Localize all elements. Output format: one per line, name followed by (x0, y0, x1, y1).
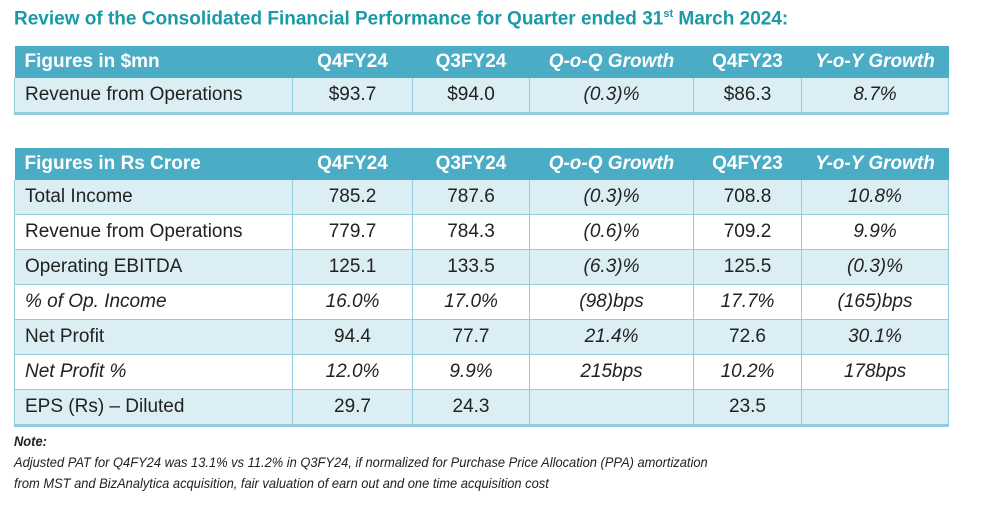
table-row: EPS (Rs) – Diluted 29.7 24.3 23.5 (14, 389, 949, 427)
cell: 125.1 (292, 249, 413, 285)
cell: $94.0 (412, 78, 530, 115)
row-label: % of Op. Income (14, 284, 293, 320)
cell: 215bps (529, 354, 694, 390)
note-line: from MST and BizAnalytica acquisition, f… (14, 475, 549, 491)
footnote: Note: Adjusted PAT for Q4FY24 was 13.1% … (14, 431, 708, 494)
header-cell: Q4FY24 (292, 46, 413, 78)
table-row: Net Profit 94.4 77.7 21.4% 72.6 30.1% (14, 319, 949, 355)
table-row: % of Op. Income 16.0% 17.0% (98)bps 17.7% (16… (14, 284, 949, 320)
header-cell: Q-o-Q Growth (529, 46, 694, 78)
cell: 178bps (801, 354, 949, 390)
table-row: Operating EBITDA 125.1 133.5 (6.3)% 125.5 (0.… (14, 249, 949, 285)
cell: 9.9% (801, 214, 949, 250)
cell: 133.5 (412, 249, 530, 285)
row-label: Revenue from Operations (14, 214, 293, 250)
table-row: Revenue from Operations 779.7 784.3 (0.6)% 7… (14, 214, 949, 250)
header-cell: Y-o-Y Growth (801, 46, 949, 78)
table-header: Figures in Rs Crore Q4FY24 Q3FY24 Q-o-Q … (14, 148, 949, 180)
row-label: EPS (Rs) – Diluted (14, 389, 293, 427)
table-row: Net Profit % 12.0% 9.9% 215bps 10.2% 178bps (14, 354, 949, 390)
cell: 17.7% (693, 284, 802, 320)
cell: 784.3 (412, 214, 530, 250)
cell: $93.7 (292, 78, 413, 115)
cell: (0.3)% (529, 78, 694, 115)
cell: 10.8% (801, 180, 949, 215)
cell: (6.3)% (529, 249, 694, 285)
header-cell: Q4FY23 (693, 46, 802, 78)
cell (529, 389, 694, 427)
cell: $86.3 (693, 78, 802, 115)
cell: 72.6 (693, 319, 802, 355)
cell: 10.2% (693, 354, 802, 390)
cell: 8.7% (801, 78, 949, 115)
row-label: Operating EBITDA (14, 249, 293, 285)
cell: 779.7 (292, 214, 413, 250)
row-label: Revenue from Operations (14, 78, 293, 115)
header-cell: Q3FY24 (412, 46, 530, 78)
cell: 125.5 (693, 249, 802, 285)
cell: 24.3 (412, 389, 530, 427)
header-cell: Q-o-Q Growth (529, 148, 694, 180)
header-cell: Q3FY24 (412, 148, 530, 180)
cell: 21.4% (529, 319, 694, 355)
row-label: Net Profit % (14, 354, 293, 390)
cell: 17.0% (412, 284, 530, 320)
page-title: Review of the Consolidated Financial Per… (14, 8, 789, 30)
cell: (165)bps (801, 284, 949, 320)
note-line: Adjusted PAT for Q4FY24 was 13.1% vs 11.… (14, 454, 708, 470)
cell: 708.8 (693, 180, 802, 215)
header-cell: Figures in Rs Crore (14, 148, 293, 180)
cell: 29.7 (292, 389, 413, 427)
row-label: Net Profit (14, 319, 293, 355)
cell: 94.4 (292, 319, 413, 355)
cell (801, 389, 949, 427)
header-cell: Figures in $mn (14, 46, 293, 78)
cell: 12.0% (292, 354, 413, 390)
usd-summary-table: Figures in $mn Q4FY24 Q3FY24 Q-o-Q Growt… (14, 46, 949, 115)
table-header: Figures in $mn Q4FY24 Q3FY24 Q-o-Q Growt… (14, 46, 949, 78)
cell: (0.3)% (801, 249, 949, 285)
header-cell: Y-o-Y Growth (801, 148, 949, 180)
header-cell: Q4FY24 (292, 148, 413, 180)
cell: (98)bps (529, 284, 694, 320)
cell: 787.6 (412, 180, 530, 215)
inr-summary-table: Figures in Rs Crore Q4FY24 Q3FY24 Q-o-Q … (14, 148, 949, 427)
note-label: Note: (14, 433, 47, 449)
header-cell: Q4FY23 (693, 148, 802, 180)
table-row: Revenue from Operations $93.7 $94.0 (0.3… (14, 78, 949, 115)
cell: 30.1% (801, 319, 949, 355)
cell: 23.5 (693, 389, 802, 427)
cell: (0.3)% (529, 180, 694, 215)
cell: 16.0% (292, 284, 413, 320)
cell: 709.2 (693, 214, 802, 250)
cell: 77.7 (412, 319, 530, 355)
cell: (0.6)% (529, 214, 694, 250)
table-row: Total Income 785.2 787.6 (0.3)% 708.8 10.8% (14, 180, 949, 215)
cell: 785.2 (292, 180, 413, 215)
row-label: Total Income (14, 180, 293, 215)
cell: 9.9% (412, 354, 530, 390)
